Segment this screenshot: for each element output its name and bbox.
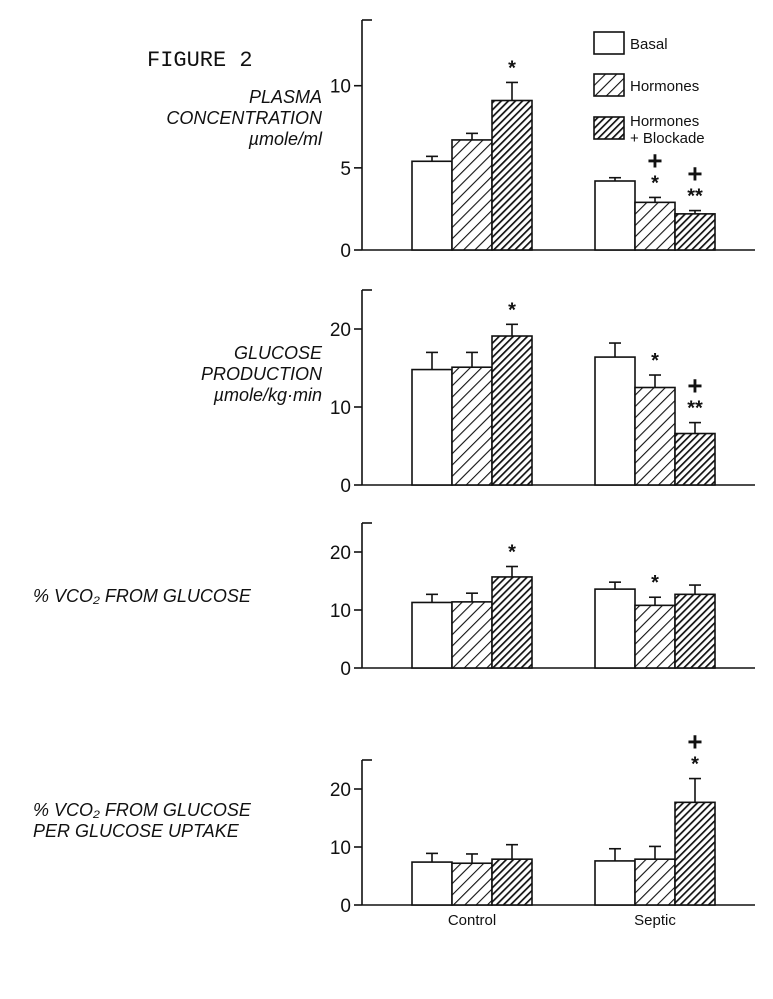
significance-marker: * [651, 350, 659, 372]
significance-marker: * [651, 572, 659, 594]
y-tick-label: 10 [330, 398, 351, 419]
significance-marker: * [651, 172, 659, 194]
legend-swatch-hormones [593, 73, 625, 97]
bar-septic-hormones-blockade [674, 593, 716, 669]
panel-label-plasma-concentration: PLASMA CONCENTRATION µmole/ml [166, 87, 322, 150]
bar-septic-basal [594, 588, 636, 669]
bar-control-hormones-blockade [491, 99, 533, 251]
bar-control-basal [411, 160, 453, 251]
legend-swatch-hormones-blockade [593, 116, 625, 140]
x-category-label-septic: Septic [634, 912, 676, 929]
chart-panel-4: 0 10 20 *+ Control Septic [330, 727, 755, 929]
bar-control-hormones-blockade [491, 858, 533, 906]
legend-label-hormones-blockade: Hormones [630, 113, 699, 130]
panel-label-line: % VCO₂ FROM GLUCOSE [33, 586, 251, 606]
significance-marker: + [687, 727, 702, 757]
y-tick-label: 0 [340, 476, 351, 497]
bar-septic-basal [594, 356, 636, 486]
panel-label-line: GLUCOSE [233, 343, 322, 363]
bar-septic-hormones-blockade [674, 801, 716, 906]
bar-septic-hormones-blockade [674, 432, 716, 486]
panel-label-unit: µmole/ml [248, 129, 322, 149]
significance-marker: * [508, 542, 516, 564]
bar-septic-hormones [634, 386, 676, 486]
panel-label-line: % VCO₂ FROM GLUCOSE [33, 800, 251, 820]
significance-marker: + [687, 159, 702, 189]
y-tick-label: 0 [340, 659, 351, 680]
panel-label-vco2-per-uptake: % VCO₂ FROM GLUCOSE PER GLUCOSE UPTAKE [33, 800, 251, 842]
y-tick-label: 0 [340, 241, 351, 262]
legend-swatch-basal [593, 31, 625, 55]
panel-label-line: CONCENTRATION [166, 108, 322, 128]
bar-control-basal [411, 601, 453, 669]
bar-control-basal [411, 368, 453, 486]
y-tick-label: 10 [330, 601, 351, 622]
y-tick-label: 20 [330, 780, 351, 801]
significance-marker: * [508, 57, 516, 79]
bar-septic-hormones [634, 858, 676, 906]
bar-septic-hormones-blockade [674, 213, 716, 251]
y-tick-label: 20 [330, 543, 351, 564]
panel-label-vco2-from-glucose: % VCO₂ FROM GLUCOSE [33, 586, 251, 607]
figure-label: FIGURE 2 [147, 48, 253, 73]
significance-marker: * [691, 754, 699, 776]
bar-control-hormones-blockade [491, 335, 533, 486]
panel-label-line: PER GLUCOSE UPTAKE [33, 821, 239, 841]
significance-marker: + [647, 145, 662, 175]
bar-control-basal [411, 861, 453, 906]
chart-panel-3: 0 10 20 * * [330, 522, 755, 680]
bar-control-hormones [451, 862, 493, 906]
legend-label-basal: Basal [630, 36, 668, 53]
panel-label-glucose-production: GLUCOSE PRODUCTION µmole/kg·min [201, 343, 322, 406]
y-tick-label: 5 [340, 159, 351, 180]
bar-septic-hormones [634, 604, 676, 669]
y-tick-label: 20 [330, 320, 351, 341]
panel-label-unit: µmole/kg·min [213, 385, 322, 405]
panel-label-line: PLASMA [248, 87, 322, 107]
bar-control-hormones [451, 139, 493, 251]
significance-marker: + [687, 371, 702, 401]
bar-control-hormones [451, 366, 493, 486]
x-category-label-control: Control [448, 912, 496, 929]
significance-marker: ** [687, 186, 703, 208]
bar-control-hormones-blockade [491, 576, 533, 669]
bar-septic-basal [594, 180, 636, 251]
bar-septic-hormones [634, 201, 676, 251]
legend-label-hormones: Hormones [630, 78, 699, 95]
panel-label-line: PRODUCTION [201, 364, 322, 384]
legend-label-hormones-blockade: + Blockade [630, 130, 705, 147]
y-tick-label: 0 [340, 896, 351, 917]
significance-marker: ** [687, 398, 703, 420]
y-tick-label: 10 [330, 838, 351, 859]
bar-septic-basal [594, 860, 636, 906]
significance-marker: * [508, 299, 516, 321]
bar-control-hormones [451, 601, 493, 669]
y-tick-label: 10 [330, 77, 351, 98]
